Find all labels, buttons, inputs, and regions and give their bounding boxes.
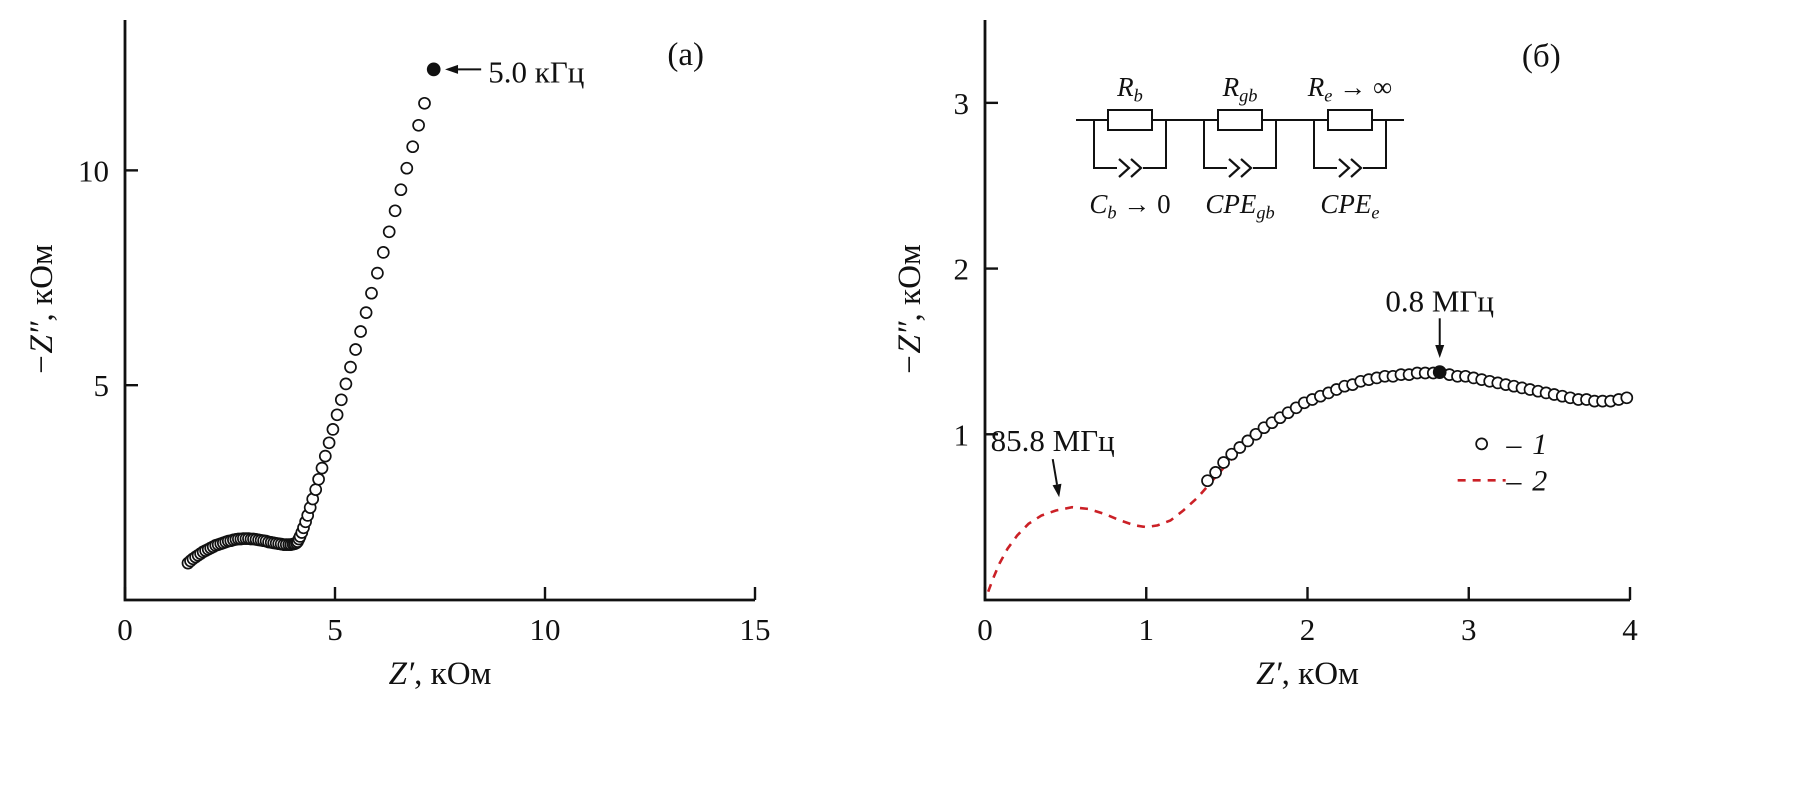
data-point — [309, 483, 323, 496]
y-tick-label: 5 — [94, 368, 110, 403]
data-point — [359, 306, 373, 319]
data-point — [339, 377, 353, 391]
data-point — [312, 472, 325, 486]
series-marked-frequency-point — [426, 62, 441, 77]
circuit-bottom-label: CPEgb — [1205, 189, 1274, 222]
annotation: 5.0 кГц — [445, 54, 584, 89]
x-axis-label: Z′, кОм — [389, 656, 492, 692]
y-tick-label: 3 — [954, 86, 970, 121]
data-point — [349, 343, 362, 356]
panel-tag: (б) — [1522, 38, 1561, 74]
legend-label: 1 — [1532, 428, 1547, 461]
data-point — [326, 423, 340, 436]
cpe-branch-wire — [1093, 120, 1167, 169]
circuit-bottom-label: Cb → 0 — [1089, 189, 1170, 222]
data-point — [376, 246, 390, 259]
cpe-branch-wire — [1313, 120, 1387, 169]
circuit-top-label: Rb — [1116, 72, 1143, 105]
circuit-cell: Re → ∞ CPEe — [1307, 72, 1392, 222]
legend-label: 2 — [1532, 464, 1547, 497]
annotation-arrow-shaft — [1051, 458, 1058, 485]
data-point — [1249, 427, 1263, 441]
cpe-icon — [1228, 158, 1253, 178]
x-tick-label: 15 — [740, 612, 771, 647]
y-axis-label: −Z″, кОм — [24, 244, 60, 376]
x-axis-label: Z′, кОм — [1256, 656, 1359, 692]
y-tick-label: 2 — [954, 252, 970, 287]
cpe-icon — [1118, 158, 1143, 178]
annotation-arrow-head — [1435, 345, 1445, 359]
data-point — [354, 325, 367, 338]
chart-canvas: 0 5 10 15 5 10 Z′, кОм −Z″, кОм 5.0 кГц (а) — [24, 20, 771, 692]
x-tick-label: 1 — [1139, 612, 1155, 647]
resistor-icon — [1217, 109, 1263, 131]
data-point — [371, 266, 384, 280]
data-point — [388, 204, 402, 218]
annotation-arrow-head — [1052, 483, 1062, 498]
data-point — [315, 461, 329, 475]
nyquist-panel-a: 0 5 10 15 5 10 Z′, кОм −Z″, кОм 5.0 кГц (а) — [0, 0, 880, 812]
cpe-branch-wire — [1203, 120, 1277, 169]
data-point — [406, 140, 420, 154]
series-experimental — [181, 96, 431, 570]
data-point — [1432, 365, 1447, 379]
circuit-cell: Rgb CPEgb — [1203, 72, 1277, 222]
legend: –1– 2 — [1457, 428, 1547, 497]
annotation: 0.8 МГц — [1385, 284, 1494, 359]
resistor-icon — [1327, 109, 1373, 131]
x-tick-label: 0 — [977, 612, 993, 647]
y-axis-label: −Z″, кОм — [892, 244, 928, 376]
data-point — [1209, 466, 1222, 479]
cpe-icon — [1338, 158, 1363, 178]
series-experimental — [1201, 366, 1634, 488]
data-point — [1225, 447, 1239, 461]
y-tick-label: 1 — [954, 417, 970, 452]
x-tick-label: 3 — [1461, 612, 1477, 647]
resistor-icon — [1107, 109, 1153, 131]
annotation-arrow-head — [445, 64, 459, 74]
circuit-cell: Rb Cb → 0 — [1089, 72, 1170, 222]
data-point — [1217, 456, 1230, 469]
annotation-text: 5.0 кГц — [488, 54, 584, 89]
series-marked-frequency-point — [1432, 365, 1447, 379]
circuit-bottom-label: CPEe — [1320, 189, 1379, 222]
data-point — [334, 393, 348, 407]
data-point — [418, 96, 431, 110]
annotation: 85.8 МГц — [991, 423, 1115, 498]
data-point — [344, 360, 357, 374]
data-point — [365, 286, 378, 300]
data-point — [400, 161, 414, 175]
y-tick-label: 10 — [78, 153, 109, 188]
data-point — [426, 62, 441, 77]
panel-tag: (а) — [667, 37, 704, 73]
axes-frame — [123, 20, 755, 602]
legend-separator: – — [1505, 428, 1522, 461]
circuit-top-label: Rgb — [1222, 72, 1258, 105]
circuit-top-label: Re → ∞ — [1307, 72, 1392, 105]
data-point — [322, 436, 336, 450]
annotation-text: 0.8 МГц — [1385, 284, 1494, 319]
data-point — [394, 183, 408, 197]
x-tick-label: 0 — [117, 612, 133, 647]
data-point — [382, 225, 396, 239]
x-tick-label: 2 — [1300, 612, 1316, 647]
data-point — [412, 118, 425, 132]
legend-marker — [1475, 437, 1489, 451]
data-point — [318, 449, 332, 463]
nyquist-panel-b: 0 1 2 3 4 1 2 3 Z′, кОм −Z″, кОм 0.8 МГц 85.8 МГц –1… — [880, 0, 1795, 812]
x-tick-label: 5 — [327, 612, 343, 647]
data-point — [1241, 434, 1255, 448]
data-point — [1201, 474, 1214, 488]
data-point — [1620, 391, 1634, 405]
data-point — [330, 408, 344, 422]
x-tick-label: 4 — [1622, 612, 1638, 647]
annotation-text: 85.8 МГц — [991, 423, 1115, 458]
equivalent-circuit-inset: Rb Cb → 0 Rgb CPEgb Re → ∞ CPEe — [1076, 72, 1404, 222]
x-tick-label: 10 — [530, 612, 561, 647]
data-point — [1233, 441, 1247, 454]
axes-frame — [983, 20, 1630, 602]
legend-separator: – — [1505, 464, 1522, 497]
